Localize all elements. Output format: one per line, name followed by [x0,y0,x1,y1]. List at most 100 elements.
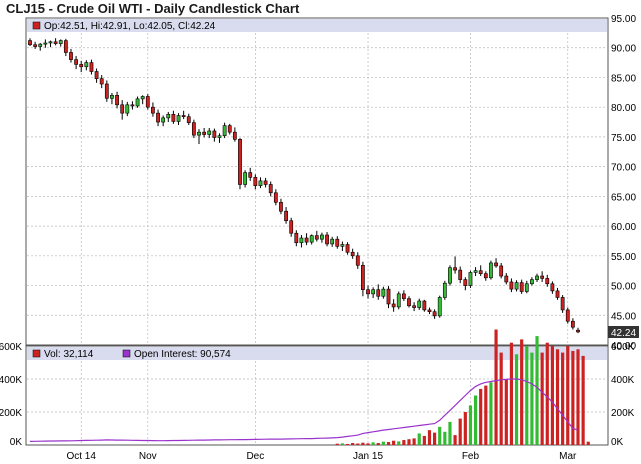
candle-body [294,232,299,244]
x-tick-label: Oct 14 [66,451,96,462]
candle-body [181,115,186,117]
volume-bar [402,440,406,445]
volume-bar [484,385,488,445]
volume-bar [417,433,421,445]
candle-body [48,41,53,44]
volume-bar [540,352,544,445]
candle-body [468,272,473,286]
volume-bar [504,379,508,445]
volume-bar [525,346,529,445]
candle-body [258,180,263,186]
volume-bar [392,440,396,445]
candle-body [330,238,335,245]
price-tick-label: 60.00 [611,222,636,233]
volume-tick-left: 0K [10,437,23,448]
volume-bar [576,349,580,445]
volume-bar [371,442,375,445]
candle-body [340,244,345,247]
volume-bar [397,441,401,445]
volume-bar [345,444,350,445]
candle-body [243,172,247,185]
candle-body [79,64,84,68]
candle-body [161,117,166,123]
candle-body [99,78,104,85]
volume-bar [453,435,457,445]
volume-bar [376,443,380,445]
candle-body [514,282,519,290]
volume-bar [479,388,483,445]
candle-body [151,106,155,114]
candle-body [314,235,319,240]
candle-body [371,289,376,295]
candle-body [412,305,416,308]
candle-body [427,309,432,313]
candle-body [519,282,524,292]
volume-bar [468,405,473,445]
price-tick-label: 55.00 [611,252,636,263]
volume-bar [545,342,549,445]
candle-body [43,42,48,45]
candle-body [442,282,447,298]
candle-body [386,288,391,305]
volume-bar [499,352,503,445]
price-tick-label: 90.00 [611,44,636,55]
volume-bar [555,349,560,445]
candle-body [63,40,68,53]
candle-body [320,234,324,240]
candle-body [540,275,545,279]
candle-body [299,237,304,244]
candle-body [135,98,140,107]
volume-bar [566,346,570,445]
candle-body [478,270,483,274]
candle-body [232,131,237,140]
x-tick-label: Nov [139,451,157,462]
candle-body [509,281,514,290]
volume-bar [438,426,442,445]
candle-body [28,40,32,46]
volume-bar [520,339,524,445]
volume-bar [340,443,344,445]
candle-body [422,300,427,311]
candle-body [104,83,109,99]
candle-body [263,180,268,185]
volume-bar [586,441,590,445]
last-price-box [608,326,639,338]
volume-tick-right: 0K [611,437,624,448]
candle-body [253,177,258,186]
x-tick-label: Dec [246,451,264,462]
legend-open-interest: Open Interest: 90,574 [134,349,231,360]
volume-tick-right: 400K [611,375,635,386]
volume-bar [361,442,365,445]
volume-tick-left: 400K [0,375,22,386]
candle-body [38,43,43,47]
candle-body [166,114,171,119]
price-legend-band [27,19,607,32]
candle-body [273,192,278,203]
volume-tick-right: 600K [611,342,635,353]
candle-body [437,297,442,317]
volume-bar [458,418,462,445]
candle-body [535,275,539,280]
candle-body [84,62,89,68]
candle-body [289,220,294,234]
candle-body [524,283,529,292]
candle-body [115,94,119,106]
price-tick-label: 95.00 [611,14,636,25]
candle-body [202,131,207,135]
candle-body [570,320,575,328]
candle-body [192,122,196,136]
candle-body [417,300,422,308]
candle-body [560,297,565,311]
candle-body [110,94,114,99]
volume-tick-right: 200K [611,408,635,419]
candle-body [453,267,457,271]
volume-bar [386,442,391,445]
candle-body [407,298,411,307]
price-tick-label: 80.00 [611,103,636,114]
candle-body [222,125,227,137]
candle-body [53,41,58,44]
chart-title: CLJ15 - Crude Oil WTI - Daily Candlestic… [6,1,300,16]
candle-body [376,289,381,297]
volume-bar [489,382,493,445]
legend-swatch-open-interest [122,349,131,358]
